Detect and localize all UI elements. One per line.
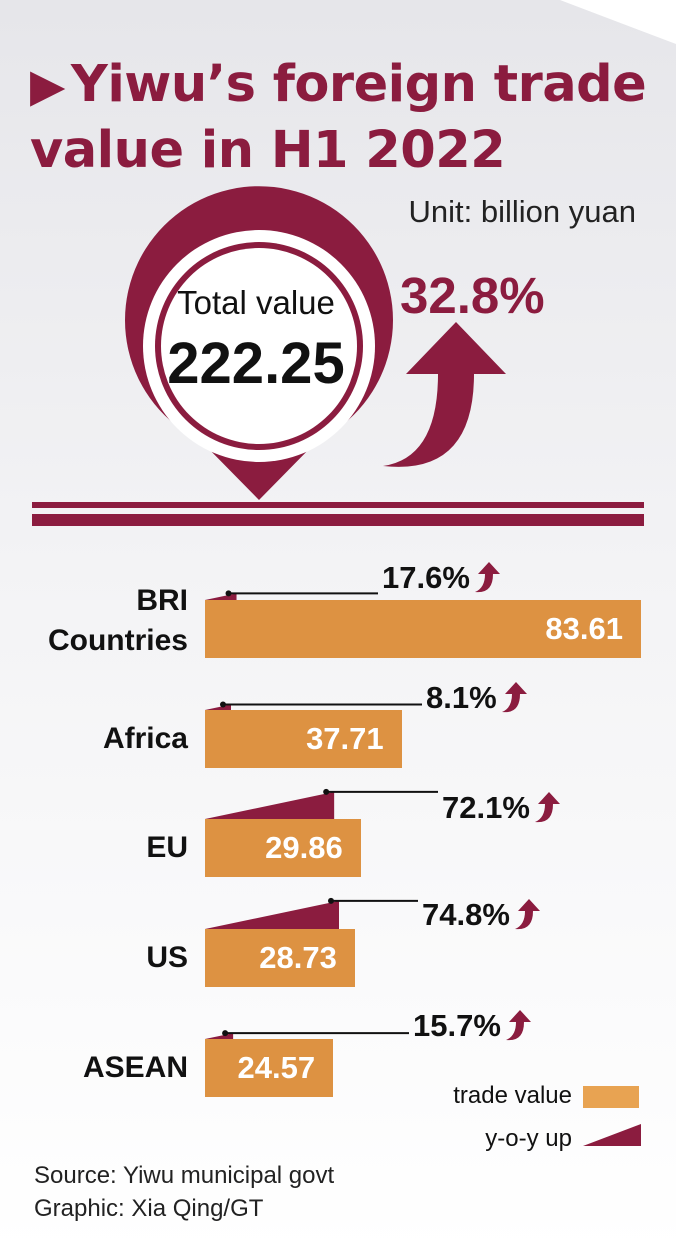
bar-value-label: 37.71 [306,721,384,756]
yoy-wedge [205,593,237,600]
total-value-graphic [124,186,506,500]
location-pin-icon [124,186,393,500]
legend-trade-value-label: trade value [453,1082,572,1109]
yoy-wedge [205,704,231,710]
source-note: Source: Yiwu municipal govt [34,1162,335,1189]
chart-title-text: Yiwu’s foreign trade value in H1 2022 [30,55,647,180]
divider-line-thin [32,502,644,508]
bar-value-label: 24.57 [237,1050,316,1085]
category-label: US [146,941,188,974]
leader-dot [220,701,226,708]
growth-percent-label: 72.1% [442,790,530,825]
total-growth-percent: 32.8% [400,267,545,324]
trade-value-bar: 28.73 [205,929,355,987]
yoy-wedge [205,900,339,929]
growth-arrow-icon [506,1010,531,1041]
graphic-credit: Graphic: Xia Qing/GT [34,1195,264,1222]
bar-value-label: 28.73 [259,940,337,975]
total-value-label: Total value [177,284,335,321]
category-label: BRI Countries [47,584,188,657]
trade-value-bar: 24.57 [205,1039,334,1097]
yoy-wedge [205,791,335,819]
title-triangle-icon: ▶ [30,58,65,112]
trade-value-bar: 37.71 [205,710,402,768]
unit-label: Unit: billion yuan [408,194,636,229]
legend-yoy-label: y-o-y up [485,1125,572,1152]
growth-up-arrow-icon [383,322,506,467]
corner-fold [560,0,676,44]
leader-dot [222,1030,229,1037]
growth-arrow-icon [502,682,527,713]
leader-dot [328,897,334,904]
total-value-number: 222.25 [167,331,345,396]
growth-percent-label: 15.7% [413,1008,501,1043]
yoy-wedge [205,1033,234,1039]
growth-arrow-icon [535,792,560,823]
bar-value-label: 29.86 [265,830,343,865]
growth-arrow-icon [515,899,540,930]
category-label: EU [146,831,188,864]
leader-dot [225,590,232,597]
growth-percent-label: 8.1% [426,680,497,715]
category-label: ASEAN [82,1051,188,1084]
trade-value-bar: 83.61 [205,600,641,658]
growth-percent-label: 17.6% [382,560,470,595]
legend-trade-value-swatch [583,1086,639,1108]
growth-arrow-icon [475,562,500,593]
bar-value-label: 83.61 [545,611,623,646]
chart-title: ▶ Yiwu’s foreign trade value in H1 2022 [30,52,670,184]
trade-value-bar: 29.86 [205,819,361,877]
divider-line-thick [32,514,644,526]
category-label: Africa [102,722,188,755]
legend-yoy-swatch [583,1124,641,1146]
growth-percent-label: 74.8% [422,897,510,932]
leader-dot [323,788,330,795]
